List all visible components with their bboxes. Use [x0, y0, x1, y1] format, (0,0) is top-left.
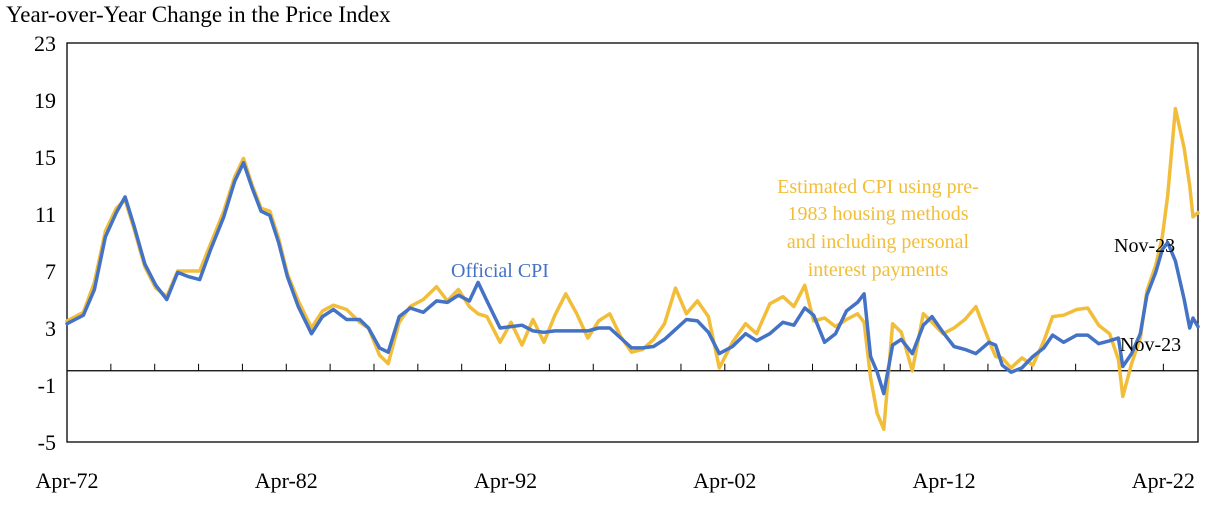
nov-23-estimated-label: Nov-23	[1114, 235, 1175, 257]
y-tick-label: -5	[38, 430, 56, 455]
official-cpi-label: Official CPI	[451, 260, 549, 282]
y-tick-label: -1	[38, 373, 56, 398]
y-tick-label: 19	[34, 88, 56, 113]
y-tick-label: 15	[34, 145, 56, 170]
y-tick-label: 11	[35, 202, 56, 227]
annotations: Official CPI Estimated CPI using pre- 19…	[451, 176, 1181, 356]
estimated-cpi-label-line-1: Estimated CPI using pre-	[777, 176, 979, 198]
series-official-cpi-line	[65, 160, 1200, 396]
estimated-cpi-label-line-4: interest payments	[808, 259, 949, 281]
x-axis: Apr-72 Apr-82 Apr-92 Apr-02 Apr-12 Apr-22	[35, 363, 1198, 493]
x-tick-label: Apr-02	[693, 468, 756, 493]
series-group	[65, 106, 1200, 431]
y-tick-label: 23	[34, 31, 56, 56]
chart-title: Year-over-Year Change in the Price Index	[6, 2, 391, 27]
estimated-cpi-label-line-3: and including personal	[787, 231, 970, 253]
estimated-cpi-label-line-2: 1983 housing methods	[787, 203, 968, 225]
x-tick-label: Apr-72	[35, 468, 98, 493]
y-tick-label: 7	[45, 259, 56, 284]
x-tick-label: Apr-92	[474, 468, 537, 493]
x-tick-label: Apr-82	[255, 468, 318, 493]
y-tick-label: 3	[45, 316, 56, 341]
series-estimated-cpi-line	[65, 106, 1200, 431]
x-tick-label: Apr-22	[1132, 468, 1195, 493]
nov-23-official-label: Nov-23	[1120, 334, 1181, 356]
x-tick-label: Apr-12	[913, 468, 976, 493]
y-axis-tick-labels: -5 -1 3 7 11 15 19 23	[34, 31, 56, 455]
plot-frame	[66, 42, 1199, 443]
